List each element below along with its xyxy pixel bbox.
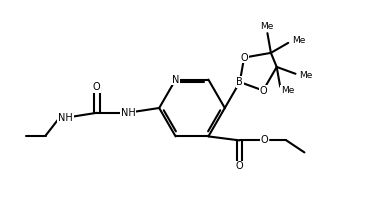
Text: Me: Me — [281, 86, 294, 95]
Text: N: N — [172, 75, 179, 85]
Text: NH: NH — [58, 113, 73, 123]
Text: O: O — [93, 82, 101, 92]
Text: O: O — [259, 86, 267, 95]
Text: NH: NH — [121, 108, 136, 118]
Text: B: B — [237, 77, 243, 87]
Text: O: O — [236, 161, 243, 171]
Text: Me: Me — [260, 22, 274, 31]
Text: Me: Me — [299, 71, 313, 80]
Text: Me: Me — [292, 36, 305, 45]
Text: O: O — [240, 53, 248, 63]
Text: O: O — [261, 135, 268, 145]
